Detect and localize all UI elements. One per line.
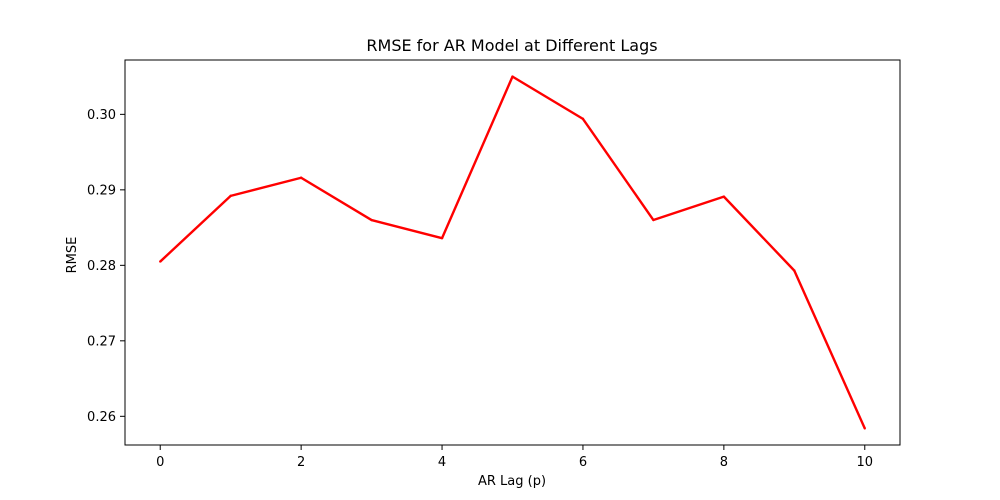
x-axis-label: AR Lag (p) <box>478 474 546 489</box>
data-point-2 <box>299 176 303 179</box>
data-point-5 <box>511 75 514 78</box>
y-tick-label: 0.29 <box>87 183 116 198</box>
data-point-3 <box>370 218 373 222</box>
data-point-1 <box>229 194 232 198</box>
x-tick-label: 8 <box>720 455 728 470</box>
data-point-0 <box>159 260 162 263</box>
data-point-4 <box>440 236 444 240</box>
y-tick-label: 0.26 <box>87 410 116 425</box>
x-axis-ticks: 0 2 4 6 8 10 <box>156 445 873 470</box>
x-tick-label: 2 <box>297 455 305 470</box>
data-points <box>159 75 866 430</box>
plot-frame <box>124 59 901 446</box>
data-point-10 <box>863 427 866 430</box>
data-point-8 <box>722 195 726 198</box>
y-tick-label: 0.30 <box>87 108 116 123</box>
x-tick-label: 6 <box>579 455 587 470</box>
y-tick-label: 0.27 <box>87 334 116 349</box>
y-axis-ticks: 0.26 0.27 0.28 0.29 0.30 <box>87 108 125 425</box>
data-point-6 <box>581 117 585 121</box>
x-tick-label: 4 <box>438 455 446 470</box>
y-axis-label: RMSE <box>65 237 80 274</box>
x-tick-label: 0 <box>156 455 164 470</box>
data-point-7 <box>652 218 655 222</box>
data-point-9 <box>793 269 796 272</box>
x-tick-label: 10 <box>856 455 873 470</box>
y-tick-label: 0.28 <box>87 259 116 274</box>
chart-title: RMSE for AR Model at Different Lags <box>366 36 657 55</box>
